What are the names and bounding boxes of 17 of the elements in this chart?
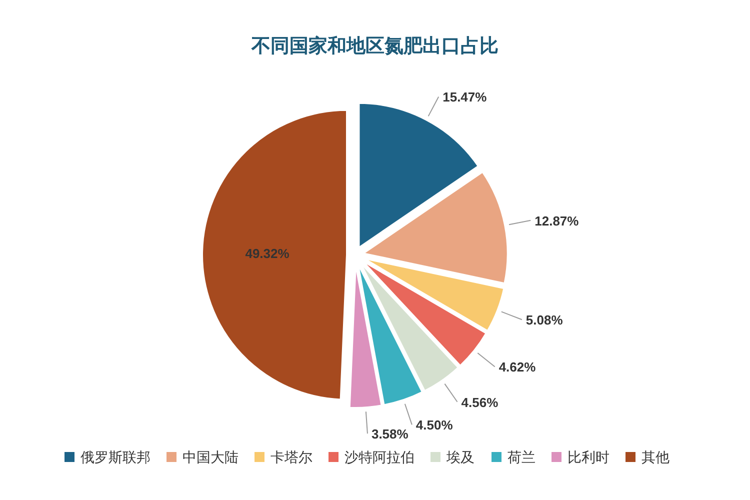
data-label: 5.08% [526, 312, 564, 328]
legend-label: 其他 [642, 449, 670, 465]
legend-label: 俄罗斯联邦 [80, 449, 150, 465]
legend-label: 比利时 [568, 449, 610, 465]
data-label: 3.58% [371, 426, 409, 442]
legend-label: 荷兰 [508, 449, 536, 465]
data-label: 4.56% [461, 394, 499, 410]
chart-title: 不同国家和地区氮肥出口占比 [250, 35, 498, 57]
data-label: 15.47% [442, 90, 488, 105]
legend-label: 埃及 [446, 449, 474, 465]
legend-label: 沙特阿拉伯 [344, 449, 414, 465]
legend-label: 卡塔尔 [270, 449, 312, 465]
legend-label: 中国大陆 [182, 449, 238, 465]
data-label: 4.62% [498, 360, 536, 375]
data-label: 4.50% [416, 418, 454, 433]
data-label: 49.32% [245, 246, 290, 262]
data-label: 12.87% [534, 213, 580, 228]
